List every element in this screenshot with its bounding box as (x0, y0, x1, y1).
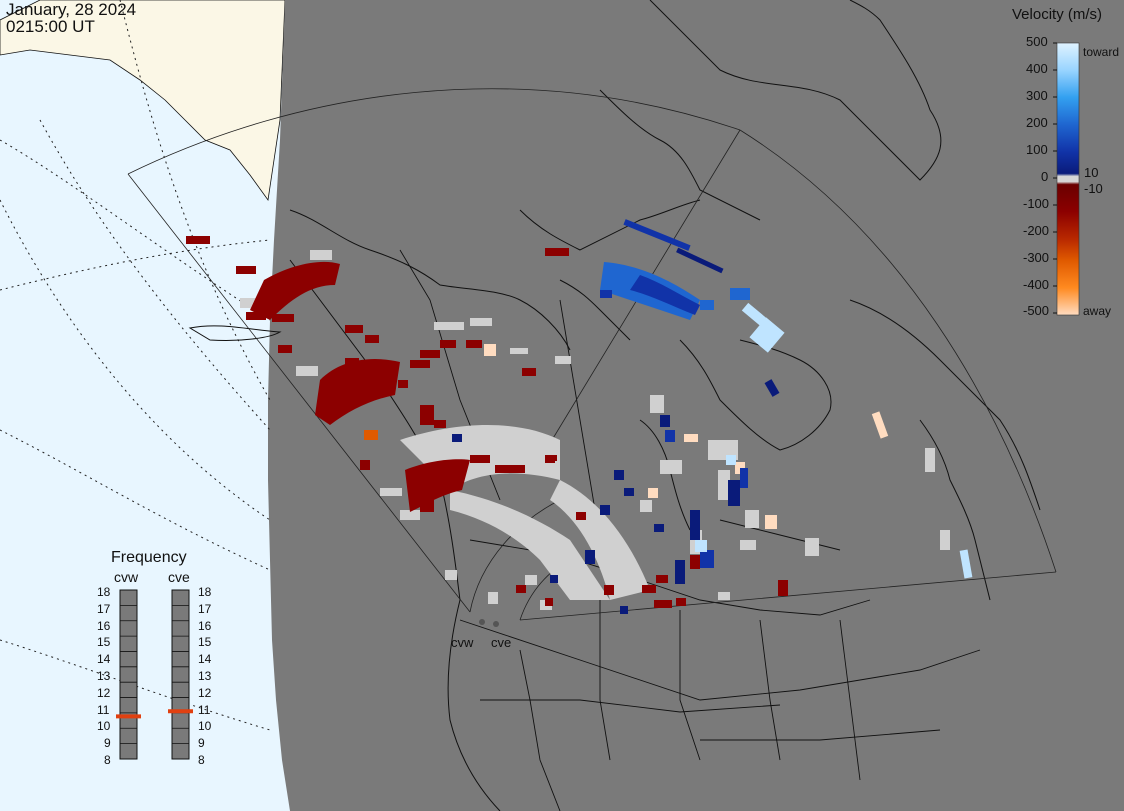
colorbar-tick: 500 (1026, 34, 1048, 49)
colorbar-inner-label: 10 (1084, 165, 1099, 180)
freq-radar-label-cve: cve (168, 569, 190, 585)
freq-scale-label-right: 16 (198, 618, 212, 633)
graticule (0, 0, 271, 731)
freq-scale-label-right: 15 (198, 635, 212, 650)
colorbar-tick: -400 (1023, 277, 1050, 292)
colorbar-tick: -500 (1023, 303, 1050, 318)
freq-bar-cvw (119, 589, 138, 760)
freq-scale-label-right: 13 (198, 669, 212, 683)
freq-scale-label-right: 8 (198, 753, 205, 767)
velocity-toward-cells (452, 219, 973, 614)
velocity-away-cells (186, 236, 788, 608)
radar-site-label-cvw: cvw (451, 635, 474, 650)
colorbar-title: Velocity (m/s) (1012, 6, 1103, 23)
freq-scale-label-left: 13 (97, 669, 111, 683)
freq-scale-label-right: 14 (198, 652, 212, 667)
colorbar-tick: -200 (1023, 223, 1050, 238)
freq-radar-label-cvw: cvw (114, 569, 139, 585)
colorbar-tick: -300 (1023, 250, 1050, 265)
freq-scale-label-left: 18 (97, 585, 111, 599)
freq-scale-label-left: 8 (104, 753, 111, 767)
date-label: January, 28 2024 (6, 0, 137, 19)
colorbar-tick: 400 (1026, 61, 1048, 76)
freq-scale-label-left: 12 (97, 685, 111, 700)
freq-scale-label-right: 18 (198, 585, 212, 599)
dark-land (268, 0, 1124, 811)
colorbar-tick: 100 (1026, 142, 1048, 157)
time-label: 0215:00 UT (6, 17, 95, 36)
radar-sites (479, 619, 499, 627)
freq-scale-label-right: 9 (198, 736, 205, 751)
radar-site-cve (493, 621, 499, 627)
freq-scale-label-right: 10 (198, 719, 212, 734)
freq-bar-cve (171, 589, 190, 760)
colorbar-tick: 300 (1026, 88, 1048, 103)
freq-scale-label-right: 11 (198, 702, 211, 717)
freq-scale-label-right: 17 (198, 601, 212, 616)
freq-scale-label-left: 11 (97, 702, 110, 717)
freq-scale-label-left: 9 (104, 736, 111, 751)
freq-scale-label-left: 10 (97, 719, 111, 734)
frequency-title: Frequency (111, 549, 187, 566)
colorbar-tick: 0 (1041, 169, 1049, 184)
colorbar-inner-label: -10 (1084, 181, 1103, 196)
freq-scale-label-left: 16 (97, 618, 111, 633)
freq-scale-label-right: 12 (198, 685, 212, 700)
colorbar-tick: -100 (1023, 196, 1050, 211)
colorbar-tick: 200 (1026, 115, 1048, 130)
colorbar-away-label: away (1083, 304, 1112, 318)
velocity-colorbar (1056, 42, 1080, 316)
freq-scale-label-left: 15 (97, 635, 111, 650)
colorbar-ticks (1053, 42, 1057, 314)
colorbar-toward-label: toward (1083, 45, 1120, 59)
radar-site-label-cve: cve (491, 635, 512, 650)
radar-site-cvw (479, 619, 485, 625)
sunlit-land (0, 0, 286, 202)
freq-scale-label-left: 14 (97, 652, 111, 667)
freq-scale-label-left: 17 (97, 601, 111, 616)
frequency-markers (116, 709, 193, 719)
